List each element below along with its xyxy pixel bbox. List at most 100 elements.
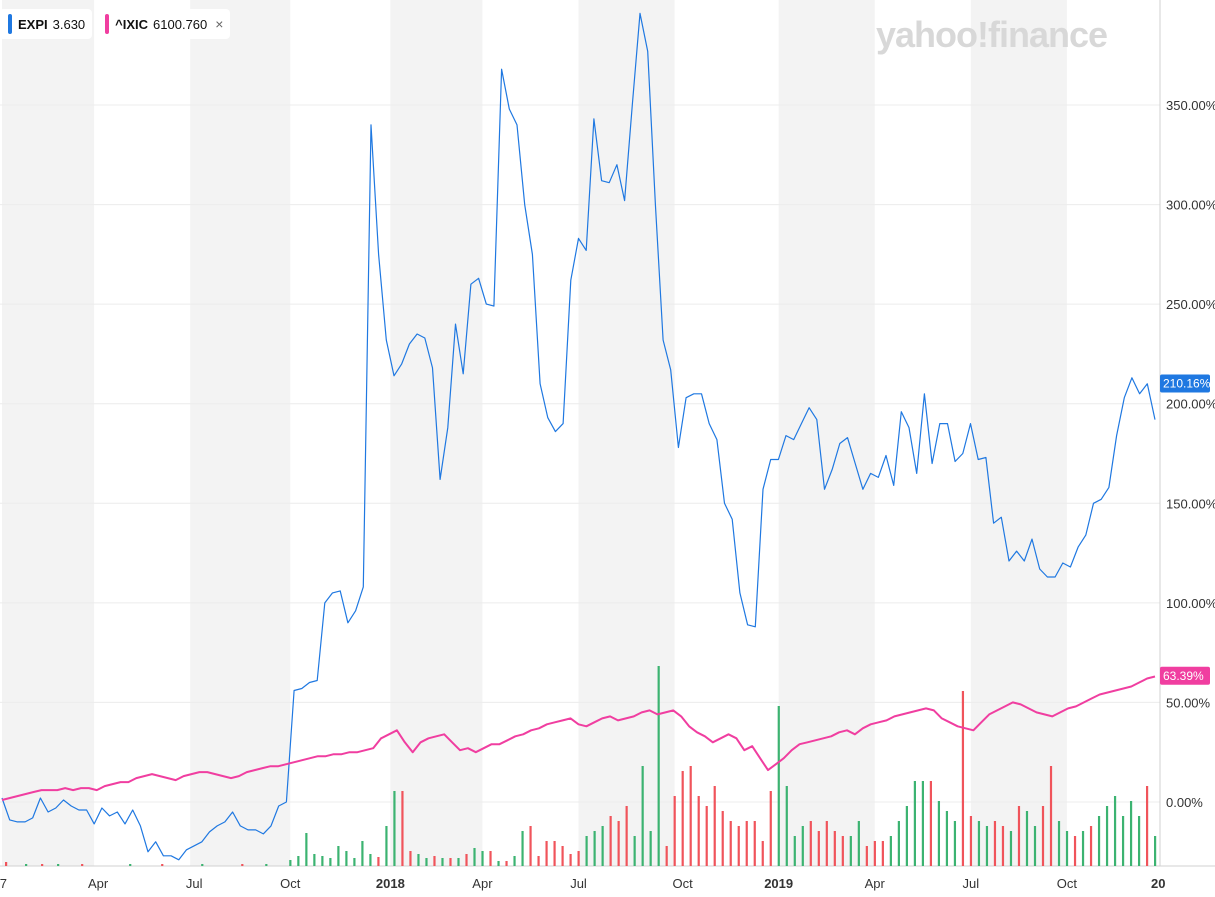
legend-item-ixic[interactable]: ^IXIC 6100.760 × [97,10,230,38]
volume-bar [889,836,892,866]
y-tick-label: 350.00% [1166,98,1215,113]
series-lines[interactable] [1,12,1156,861]
volume-bar [809,821,812,866]
volume-bar [817,831,820,866]
legend-symbol: EXPI [18,16,48,32]
volume-bar [841,836,844,866]
volume-bar [713,786,716,866]
volume-bar [1041,806,1045,866]
volume-bar [585,836,588,866]
volume-bar [561,846,564,866]
volume-bar [673,796,676,866]
volume-bar [489,851,492,866]
volume-bar [297,856,300,866]
volume-bar [1001,826,1005,866]
volume-bars [5,666,1157,866]
volume-bar [825,821,828,866]
volume-bar [873,841,876,866]
volume-bar [1089,826,1093,866]
volume-bar [969,816,973,866]
y-tick-label: 150.00% [1166,496,1215,511]
volume-bar [305,833,308,866]
series-line-ixic [1,675,1156,801]
volume-bar [681,771,684,866]
current-value-tag [1160,374,1210,393]
series-line-expi [1,12,1156,861]
volume-bar [1017,806,1021,866]
yahoo-finance-logo: yahoo!finance [876,14,1108,55]
volume-bar [369,854,372,866]
volume-bar [521,831,524,866]
volume-bar [985,826,989,866]
volume-bar [465,854,468,866]
volume-bar [417,854,420,866]
volume-bar [649,831,652,866]
volume-bar [425,858,428,866]
volume-bar [449,858,452,866]
volume-bar [785,786,788,866]
y-tick-label: 0.00% [1166,795,1203,810]
legend-item-expi[interactable]: EXPI 3.630 [0,10,92,38]
volume-bar [745,821,748,866]
volume-bar [401,791,404,866]
legend-value: 6100.760 [153,16,208,32]
volume-bar [665,846,668,866]
volume-bar [41,864,44,866]
volume-bar [569,854,572,866]
volume-bar [865,846,868,866]
x-tick-label: Oct [1057,876,1078,891]
volume-bar [497,861,500,866]
volume-bar [81,864,84,866]
volume-bar [129,864,132,866]
volume-bar [721,811,724,866]
volume-bar [441,858,444,866]
volume-bar [833,831,836,866]
current-value-tag [1160,666,1210,685]
volume-bar [473,848,476,866]
volume-bar [593,831,596,866]
x-tick-label: Apr [865,876,886,891]
volume-bar [289,860,292,866]
shaded-period-band [778,0,875,866]
volume-bar [1065,831,1069,866]
legend-value: 3.630 [52,16,86,32]
volume-bar [1033,826,1037,866]
volume-bar [881,841,884,866]
volume-bar [577,851,580,866]
volume-bar [1097,816,1101,866]
shaded-period-band [190,0,291,866]
volume-bar [633,836,636,866]
x-tick-label: 20 [1151,876,1165,891]
volume-bar [641,766,644,866]
x-tick-label: Oct [280,876,301,891]
current-value-label: 63.39% [1163,669,1204,683]
volume-bar [609,816,612,866]
shaded-period-band [2,0,95,866]
volume-bar [505,861,508,866]
volume-bar [377,857,380,866]
volume-bar [353,858,356,866]
shaded-period-band [970,0,1067,866]
volume-bar [537,856,540,866]
volume-bar [529,826,532,866]
volume-bar [1121,816,1125,866]
volume-bar [1113,796,1117,866]
y-tick-label: 50.00% [1166,695,1211,710]
volume-bar [1057,821,1061,866]
volume-bar [769,791,772,866]
volume-bar [393,791,396,866]
remove-comparison-close-icon[interactable]: × [215,16,224,32]
volume-bar [545,841,548,866]
volume-bar [689,766,692,866]
volume-bar [361,841,364,866]
volume-bar [945,811,949,866]
alternating-period-bands [2,0,1067,866]
volume-bar [993,821,997,866]
volume-bar [1137,816,1141,866]
volume-bar [793,836,796,866]
volume-bar [929,781,933,866]
y-tick-label: 200.00% [1166,397,1215,412]
volume-bar [1025,811,1029,866]
volume-bar [25,864,28,866]
gridlines [0,0,1215,867]
